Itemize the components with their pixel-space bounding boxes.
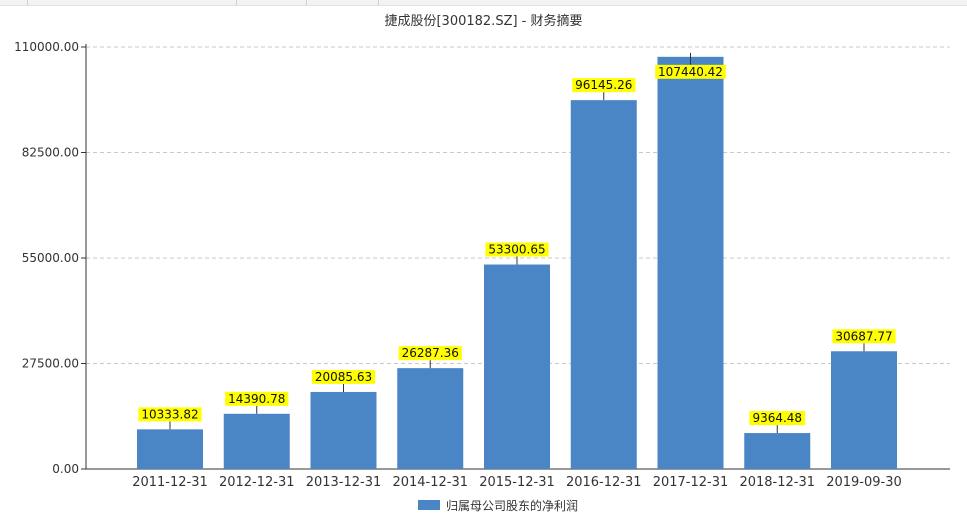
- data-label-bg: [749, 411, 806, 426]
- x-tick-label: 2019-09-30: [826, 475, 902, 490]
- y-tick-label: 82500.00: [22, 146, 79, 160]
- bar: [310, 391, 377, 469]
- toolbar-separator: [306, 0, 307, 5]
- x-tick-label: 2014-12-31: [392, 475, 468, 490]
- y-tick-label: 0.00: [52, 462, 79, 476]
- bar: [397, 368, 464, 469]
- x-tick-label: 2015-12-31: [479, 475, 555, 490]
- chart-title: 捷成股份[300182.SZ] - 财务摘要: [384, 14, 583, 29]
- data-label-bg: [138, 407, 202, 422]
- data-label-bg: [832, 329, 896, 344]
- y-tick-label: 55000.00: [22, 251, 79, 265]
- x-tick-label: 2017-12-31: [653, 475, 729, 490]
- x-tick-label: 2013-12-31: [306, 475, 382, 490]
- legend-swatch: [418, 500, 440, 510]
- top-toolbar-strip: [0, 0, 967, 6]
- toolbar-separator: [236, 0, 237, 5]
- data-label: 26287.36: [402, 346, 459, 360]
- data-label-bg: [225, 391, 289, 406]
- data-label-bg: [398, 346, 462, 361]
- data-label-bg: [572, 78, 636, 93]
- data-label: 96145.26: [575, 78, 632, 92]
- y-tick-label: 110000.00: [14, 40, 79, 54]
- toolbar-separator: [27, 0, 28, 5]
- x-tick-label: 2018-12-31: [739, 475, 815, 490]
- legend-label: 归属母公司股东的净利润: [446, 498, 579, 513]
- data-label: 30687.77: [835, 329, 892, 343]
- bar: [223, 413, 290, 469]
- x-tick-label: 2012-12-31: [219, 475, 295, 490]
- x-tick-label: 2011-12-31: [132, 475, 208, 490]
- bar: [570, 100, 637, 469]
- data-label-bg: [485, 242, 549, 257]
- legend[interactable]: 归属母公司股东的净利润: [418, 497, 578, 513]
- data-label: 53300.65: [488, 243, 545, 257]
- bar: [657, 56, 724, 469]
- data-label: 14390.78: [228, 392, 285, 406]
- data-label: 9364.48: [752, 411, 802, 425]
- bar: [137, 429, 203, 469]
- toolbar-separator: [378, 0, 379, 5]
- y-tick-label: 27500.00: [22, 357, 79, 371]
- bar: [744, 433, 811, 469]
- data-label: 20085.63: [315, 370, 372, 384]
- data-label-bg: [311, 369, 376, 384]
- x-tick-label: 2016-12-31: [566, 475, 642, 490]
- bar: [831, 351, 897, 469]
- data-label-bg: [655, 64, 726, 79]
- bar: [484, 264, 550, 469]
- data-label: 10333.82: [141, 407, 198, 421]
- data-label: 107440.42: [658, 65, 723, 79]
